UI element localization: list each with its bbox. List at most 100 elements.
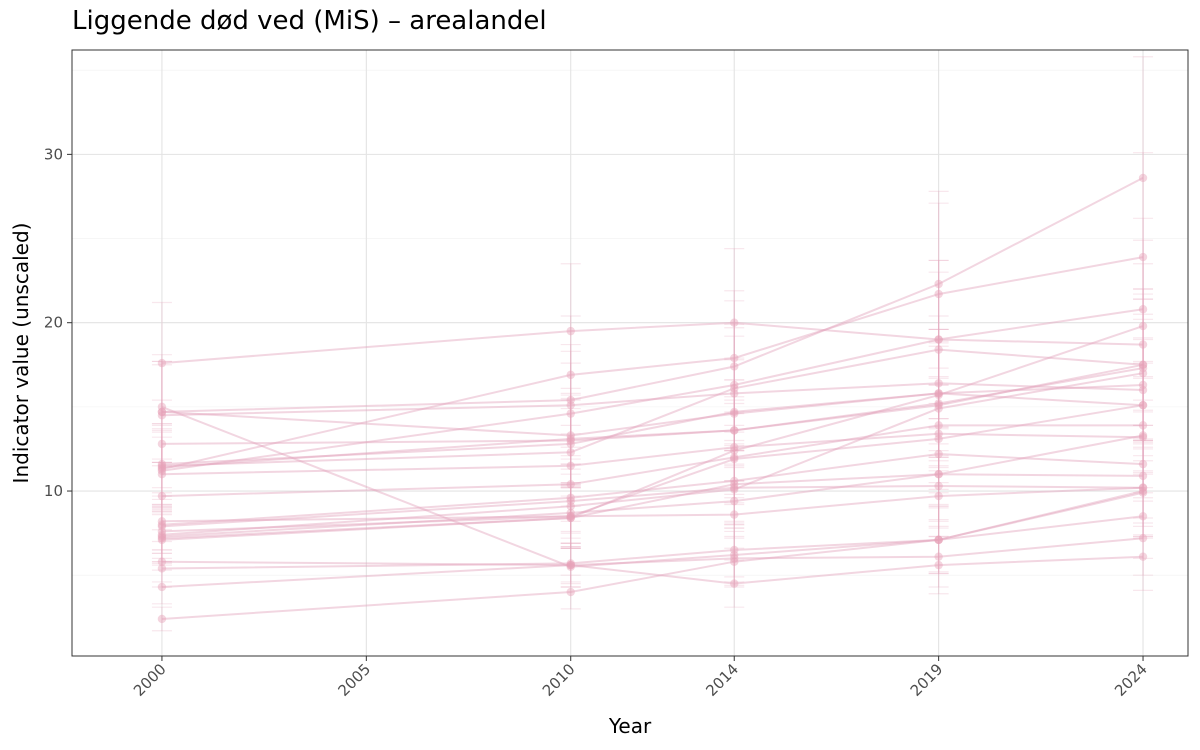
- data-point: [934, 345, 943, 354]
- data-point: [730, 384, 739, 393]
- series-line-23: [161, 348, 1144, 467]
- data-point: [157, 527, 167, 536]
- series-line-10: [161, 452, 1144, 526]
- series-line-5: [161, 434, 1144, 541]
- data-point: [157, 439, 167, 449]
- data-point: [566, 493, 575, 502]
- data-point: [1138, 483, 1148, 492]
- data-point: [934, 434, 943, 444]
- data-point: [157, 614, 167, 624]
- data-point: [934, 389, 943, 398]
- data-point: [730, 550, 739, 560]
- data-point: [730, 485, 739, 494]
- data-point: [157, 491, 167, 501]
- data-point: [157, 530, 167, 539]
- data-point: [1138, 459, 1148, 469]
- x-axis-title: Year: [608, 714, 652, 738]
- data-point: [1138, 385, 1148, 395]
- data-point: [934, 421, 943, 430]
- data-point: [566, 512, 575, 521]
- data-point: [730, 426, 739, 435]
- data-point: [1138, 369, 1148, 378]
- data-point: [934, 429, 943, 438]
- data-point: [934, 470, 943, 479]
- data-point: [566, 436, 575, 445]
- data-point: [157, 470, 167, 479]
- series-line-11: [161, 424, 1143, 498]
- data-point: [566, 562, 575, 571]
- plot-panel-border: [71, 49, 1189, 657]
- data-point: [157, 463, 167, 472]
- data-point: [1138, 512, 1148, 521]
- data-point: [566, 560, 575, 570]
- data-point: [1138, 321, 1148, 331]
- data-point: [934, 481, 943, 491]
- data-point: [1138, 432, 1148, 442]
- data-point: [157, 402, 167, 412]
- x-tick-label: 2024: [1111, 660, 1151, 700]
- data-point: [566, 370, 575, 380]
- errorbar-layer: [151, 56, 1154, 632]
- data-point: [1138, 533, 1148, 543]
- data-point: [730, 380, 739, 390]
- data-point: [934, 552, 943, 561]
- series-line-18: [161, 405, 1144, 568]
- series-line-9: [161, 404, 1144, 523]
- data-point: [934, 535, 943, 545]
- data-point: [934, 535, 943, 545]
- data-point: [1138, 483, 1148, 492]
- data-point: [566, 513, 575, 523]
- data-point: [566, 434, 575, 444]
- data-point: [1138, 360, 1148, 369]
- plot-background: [72, 50, 1188, 656]
- data-point: [1138, 173, 1148, 183]
- series-line-6: [161, 473, 1144, 538]
- data-point: [730, 409, 739, 418]
- series-line-20: [161, 338, 1144, 472]
- grid-layer: [72, 50, 1188, 656]
- data-point: [566, 559, 575, 568]
- data-point: [934, 289, 943, 299]
- series-line-7: [161, 486, 1144, 533]
- x-tick-label: 2005: [334, 660, 374, 700]
- data-point: [730, 480, 739, 489]
- data-point: [566, 496, 575, 506]
- data-point: [934, 470, 943, 479]
- data-point: [566, 395, 575, 405]
- data-point: [730, 353, 739, 363]
- data-point: [730, 446, 739, 455]
- data-point: [566, 409, 575, 418]
- chart-title: Liggende død ved (MiS) – arealandel: [72, 6, 547, 36]
- data-point: [730, 453, 739, 462]
- x-tick-label: 2000: [130, 660, 170, 700]
- series-line-2: [161, 555, 1144, 588]
- data-point: [730, 554, 739, 563]
- data-point: [730, 454, 739, 464]
- y-tick-label: 30: [44, 145, 63, 163]
- data-point: [566, 560, 575, 570]
- data-point: [157, 533, 167, 543]
- series-line-22: [161, 308, 1144, 365]
- data-point: [730, 483, 739, 492]
- data-point: [934, 335, 943, 344]
- data-point: [934, 449, 943, 459]
- data-point: [157, 466, 167, 476]
- data-point: [1138, 486, 1148, 496]
- data-point: [934, 400, 943, 410]
- data-point: [157, 535, 167, 545]
- data-point: [566, 587, 575, 597]
- series-line-14: [161, 384, 1144, 466]
- data-point: [566, 326, 575, 336]
- data-point: [1138, 340, 1148, 349]
- data-point: [1138, 305, 1148, 314]
- data-point: [566, 512, 575, 521]
- data-point: [1138, 380, 1148, 390]
- data-point: [934, 399, 943, 408]
- data-point: [934, 491, 943, 501]
- data-point: [157, 517, 167, 526]
- series-line-25: [161, 372, 1144, 536]
- point-layer: [157, 173, 1148, 624]
- data-point: [157, 407, 167, 417]
- series-line-12: [161, 432, 1144, 476]
